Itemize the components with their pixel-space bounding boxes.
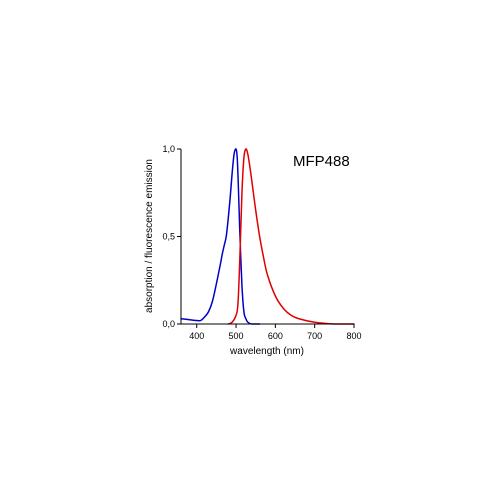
plot-lines [180, 148, 355, 325]
x-tick-label: 500 [229, 331, 244, 341]
y-axis-title: absorption / fluorescence emission [144, 159, 155, 313]
absorption-curve [180, 148, 261, 325]
y-ticks: 0,0 0,5 1,0 [162, 144, 181, 329]
x-axis-title: wavelength (nm) [229, 346, 304, 357]
y-tick-label: 0,5 [162, 232, 175, 242]
x-tick-label: 400 [189, 331, 204, 341]
chart-title: MFP488 [293, 153, 350, 170]
emission-curve [227, 148, 355, 325]
y-tick-label: 0,0 [162, 319, 175, 329]
x-tick-label: 600 [268, 331, 283, 341]
x-tick-label: 800 [346, 331, 361, 341]
x-ticks: 400 500 600 700 800 [189, 324, 362, 341]
x-tick-label: 700 [307, 331, 322, 341]
y-tick-label: 1,0 [162, 144, 175, 154]
